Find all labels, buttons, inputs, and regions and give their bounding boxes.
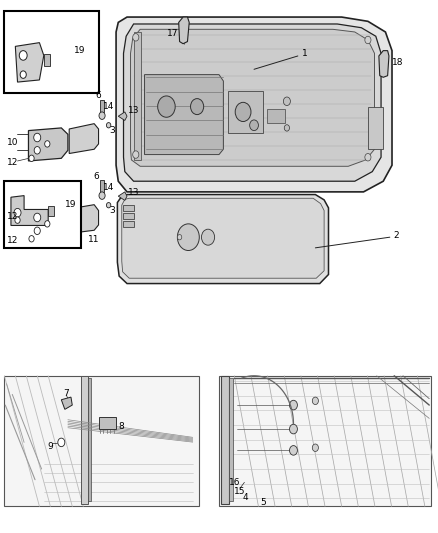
Circle shape (133, 151, 139, 158)
Text: 13: 13 (128, 189, 139, 197)
Text: 15: 15 (234, 487, 246, 496)
Polygon shape (116, 17, 392, 192)
Text: 14: 14 (103, 102, 114, 111)
Circle shape (29, 236, 34, 242)
Bar (368, 107, 383, 149)
Text: 11: 11 (88, 236, 100, 244)
Bar (48, 206, 54, 216)
Polygon shape (122, 198, 324, 278)
Polygon shape (28, 208, 68, 240)
Text: 2: 2 (394, 231, 399, 240)
Polygon shape (61, 397, 72, 409)
Polygon shape (118, 112, 127, 120)
Circle shape (45, 141, 50, 147)
Text: 14: 14 (103, 183, 114, 192)
Text: 4: 4 (243, 494, 248, 502)
Circle shape (34, 133, 41, 142)
Circle shape (34, 147, 40, 154)
Text: 5: 5 (260, 498, 266, 507)
Polygon shape (124, 24, 381, 181)
Bar (267, 109, 285, 123)
Bar (4, 181, 81, 248)
Text: 12: 12 (7, 213, 19, 221)
Circle shape (19, 51, 27, 60)
Bar (123, 213, 134, 219)
Text: 19: 19 (65, 200, 77, 208)
Bar (44, 54, 50, 66)
Circle shape (158, 96, 175, 117)
Bar (229, 378, 233, 501)
Polygon shape (131, 29, 374, 166)
Circle shape (29, 155, 34, 161)
Text: 16: 16 (229, 478, 240, 487)
Polygon shape (118, 192, 127, 200)
Polygon shape (69, 205, 99, 233)
Circle shape (99, 112, 105, 119)
Circle shape (290, 400, 297, 410)
Circle shape (235, 102, 251, 122)
Circle shape (201, 229, 215, 245)
Bar (123, 205, 134, 211)
Circle shape (290, 424, 297, 434)
Text: 17: 17 (167, 29, 179, 37)
Polygon shape (117, 195, 328, 284)
Polygon shape (179, 17, 189, 44)
Bar (4, 11, 99, 93)
Bar (4, 376, 199, 506)
Circle shape (34, 227, 40, 235)
Bar (221, 376, 229, 504)
Circle shape (99, 192, 105, 199)
Polygon shape (69, 124, 99, 154)
Polygon shape (145, 75, 223, 155)
Circle shape (133, 34, 139, 41)
Circle shape (250, 120, 258, 131)
Polygon shape (11, 196, 48, 225)
Circle shape (365, 154, 371, 161)
Circle shape (365, 36, 371, 44)
Text: 6: 6 (93, 173, 99, 181)
Text: 10: 10 (7, 138, 19, 147)
Circle shape (312, 397, 318, 405)
Text: 3: 3 (109, 206, 115, 215)
Circle shape (284, 125, 290, 131)
Circle shape (177, 224, 199, 251)
Bar (123, 221, 134, 227)
Circle shape (290, 446, 297, 455)
Circle shape (14, 208, 21, 217)
Polygon shape (28, 128, 68, 161)
Circle shape (191, 99, 204, 115)
Bar (88, 378, 91, 501)
Text: 19: 19 (74, 46, 85, 55)
Bar (219, 376, 431, 506)
Text: 12: 12 (7, 158, 19, 167)
Bar (134, 32, 141, 160)
Circle shape (312, 444, 318, 451)
Circle shape (106, 203, 111, 208)
Text: 13: 13 (128, 107, 139, 115)
Text: 9: 9 (47, 442, 53, 450)
Circle shape (106, 123, 111, 128)
Polygon shape (15, 43, 44, 82)
Bar (100, 100, 104, 112)
Text: 1: 1 (301, 49, 307, 58)
Bar (81, 376, 88, 504)
Text: 12: 12 (7, 237, 19, 245)
Polygon shape (379, 51, 389, 77)
Circle shape (20, 71, 26, 78)
Circle shape (58, 438, 65, 447)
Bar (228, 91, 263, 133)
Text: 3: 3 (109, 126, 115, 135)
Circle shape (177, 235, 182, 240)
Circle shape (34, 213, 41, 222)
Circle shape (283, 97, 290, 106)
Bar (99, 417, 116, 429)
Text: 18: 18 (392, 59, 403, 67)
Circle shape (15, 217, 20, 223)
Text: 6: 6 (95, 92, 102, 100)
Text: 8: 8 (118, 422, 124, 431)
Bar (100, 180, 104, 192)
Text: 7: 7 (64, 389, 70, 398)
Circle shape (45, 221, 50, 227)
